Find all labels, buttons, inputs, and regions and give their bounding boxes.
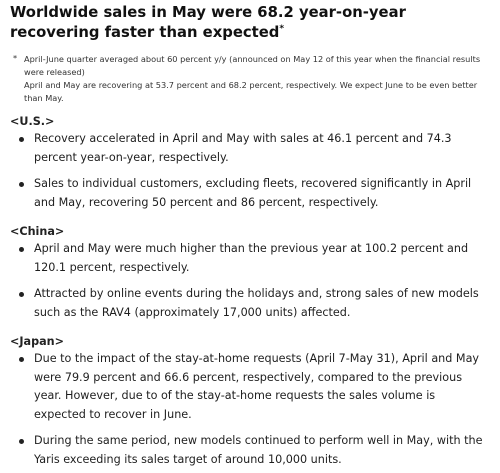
list-item-text: Attracted by online events during the ho… xyxy=(34,287,479,319)
page-title: Worldwide sales in May were 68.2 year-on… xyxy=(10,0,490,43)
list-item-text: April and May were much higher than the … xyxy=(34,242,469,274)
section-heading-japan: <Japan> xyxy=(10,335,64,348)
list-item: April and May were much higher than the … xyxy=(10,240,490,277)
title-footnote-marker: * xyxy=(279,24,285,34)
footnote-line: April-June quarter averaged about 60 per… xyxy=(24,54,481,77)
list-item: During the same period, new models conti… xyxy=(10,432,490,469)
bullet-icon xyxy=(19,182,24,187)
bullet-icon xyxy=(19,137,24,142)
list-item-text: Due to the impact of the stay-at-home re… xyxy=(34,352,480,421)
bullet-list-us: Recovery accelerated in April and May wi… xyxy=(10,130,490,212)
bullet-list-japan: Due to the impact of the stay-at-home re… xyxy=(10,350,490,469)
bullet-list-china: April and May were much higher than the … xyxy=(10,240,490,322)
footnote-line: April and May are recovering at 53.7 per… xyxy=(24,80,478,103)
list-item-text: During the same period, new models conti… xyxy=(34,434,483,466)
bullet-icon xyxy=(19,439,24,444)
list-item-text: Recovery accelerated in April and May wi… xyxy=(34,132,452,164)
bullet-icon xyxy=(19,292,24,297)
footnote: * April-June quarter averaged about 60 p… xyxy=(10,53,490,105)
section-heading-us: <U.S.> xyxy=(10,115,55,128)
list-item: Due to the impact of the stay-at-home re… xyxy=(10,350,490,424)
bullet-icon xyxy=(19,357,24,362)
list-item: Attracted by online events during the ho… xyxy=(10,285,490,322)
bullet-icon xyxy=(19,247,24,252)
list-item-text: Sales to individual customers, excluding… xyxy=(34,177,472,209)
section-heading-china: <China> xyxy=(10,225,65,238)
title-text: Worldwide sales in May were 68.2 year-on… xyxy=(10,4,406,41)
list-item: Sales to individual customers, excluding… xyxy=(10,175,490,212)
footnote-marker: * xyxy=(13,53,18,63)
list-item: Recovery accelerated in April and May wi… xyxy=(10,130,490,167)
